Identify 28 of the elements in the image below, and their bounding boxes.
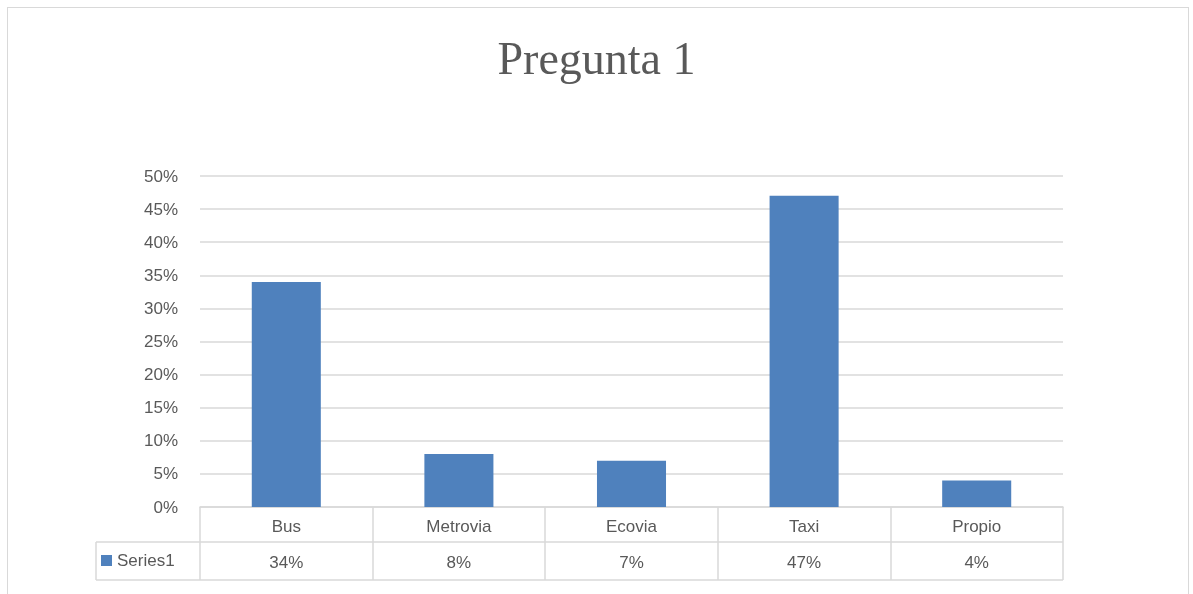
- data-label: 8%: [446, 552, 472, 572]
- x-tick-label: Ecovia: [605, 517, 658, 536]
- data-label: 7%: [619, 552, 644, 572]
- y-tick-label: 40%: [143, 232, 178, 252]
- y-tick-label: 5%: [153, 464, 178, 484]
- x-tick-label: Taxi: [788, 517, 820, 536]
- bar: [251, 281, 321, 507]
- y-tick-label: 10%: [143, 431, 178, 451]
- bar: [942, 480, 1012, 507]
- data-label: 47%: [787, 552, 822, 572]
- x-tick-label: Bus: [271, 517, 301, 536]
- y-tick-label: 15%: [143, 398, 178, 418]
- bar: [596, 460, 667, 507]
- y-tick-label: 30%: [143, 298, 178, 318]
- bar: [424, 454, 494, 507]
- y-tick-label: 50%: [143, 166, 178, 186]
- bar: [769, 195, 839, 507]
- y-tick-label: 20%: [143, 365, 178, 385]
- x-tick-label: Propio: [952, 517, 1002, 536]
- y-tick-label: 35%: [143, 265, 178, 285]
- y-tick-label: 45%: [143, 199, 178, 219]
- y-tick-label: 0%: [153, 497, 178, 517]
- x-tick-label: Metrovia: [426, 517, 493, 536]
- y-tick-label: 25%: [143, 332, 178, 351]
- data-label: 34%: [269, 552, 304, 572]
- chart-title: Pregunta 1: [497, 32, 696, 84]
- data-label: 4%: [964, 552, 989, 572]
- legend-label: Series1: [117, 551, 175, 570]
